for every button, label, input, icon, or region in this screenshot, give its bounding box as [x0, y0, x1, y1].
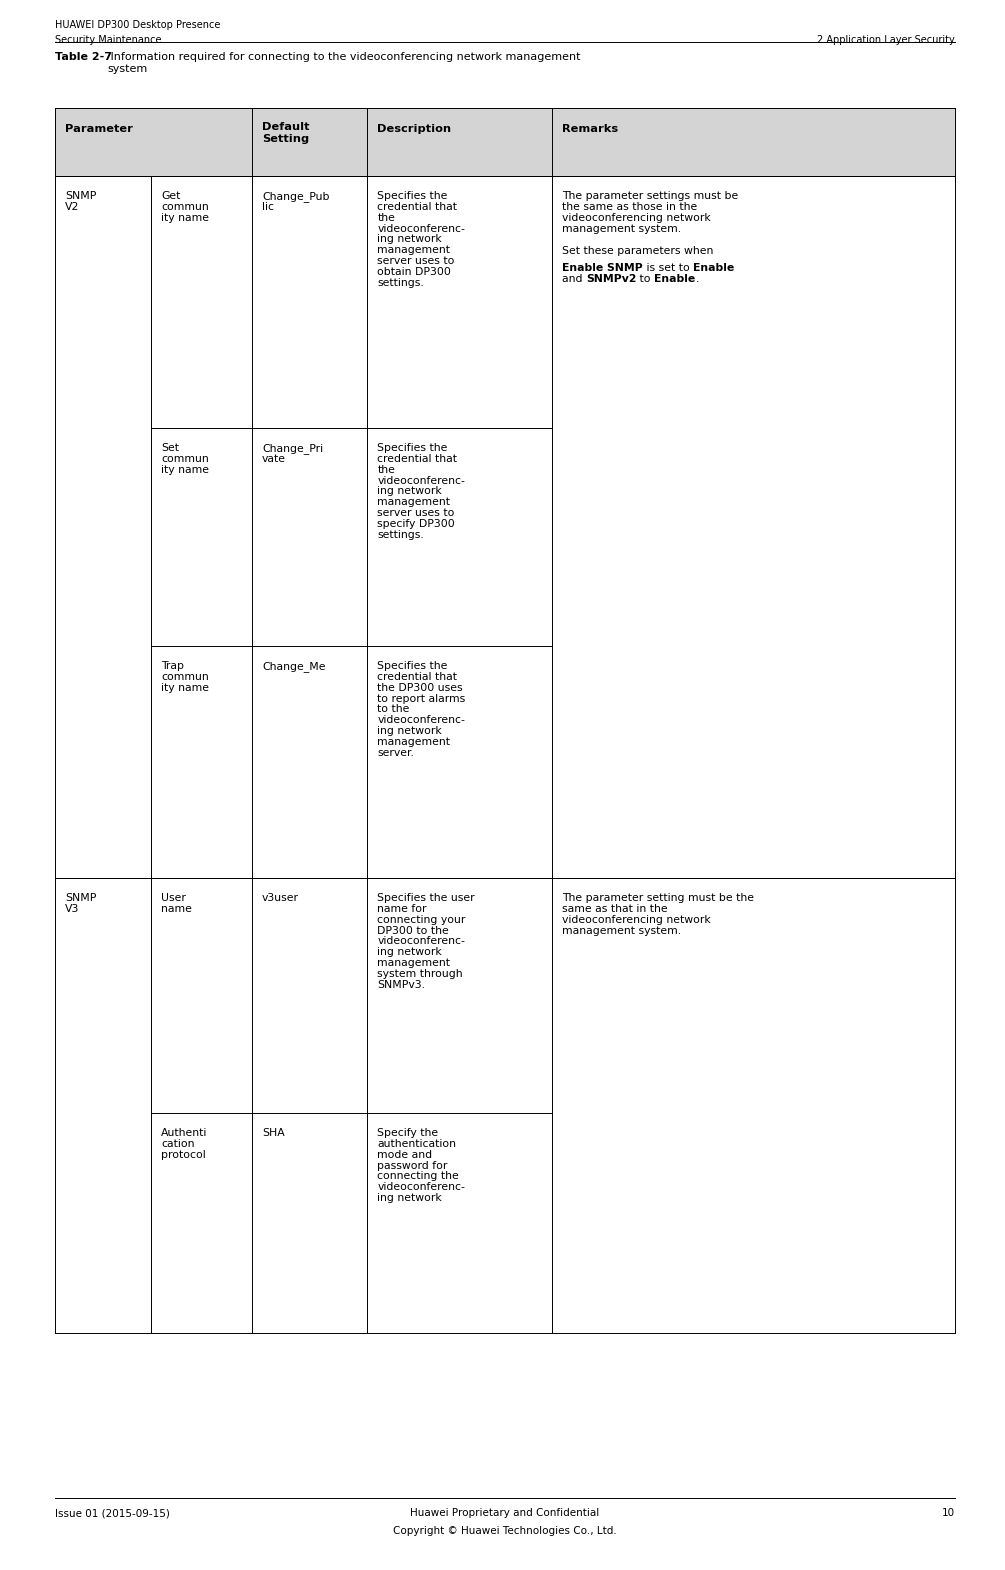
Text: connecting the: connecting the	[377, 1171, 459, 1181]
Text: protocol: protocol	[161, 1149, 206, 1160]
Text: ing network: ing network	[377, 947, 442, 958]
Text: Specify the: Specify the	[377, 1127, 438, 1138]
Text: Change_Pri: Change_Pri	[262, 443, 324, 454]
Text: V3: V3	[65, 904, 79, 914]
Text: Remarks: Remarks	[562, 124, 618, 133]
Text: ing network: ing network	[377, 487, 442, 496]
Text: Specifies the: Specifies the	[377, 192, 447, 201]
Text: Change_Pub: Change_Pub	[262, 192, 330, 203]
Text: to report alarms: to report alarms	[377, 694, 465, 703]
Text: commun: commun	[161, 454, 209, 463]
Text: ity name: ity name	[161, 683, 209, 692]
Text: the: the	[377, 212, 395, 223]
Text: SNMP: SNMP	[65, 893, 96, 903]
Text: User: User	[161, 893, 186, 903]
Text: videoconferenc-: videoconferenc-	[377, 223, 465, 234]
Text: name: name	[161, 904, 192, 914]
Text: the DP300 uses: the DP300 uses	[377, 683, 463, 692]
Text: Parameter: Parameter	[65, 124, 133, 133]
Text: ing network: ing network	[377, 234, 442, 245]
Text: commun: commun	[161, 203, 209, 212]
Text: Table 2-7: Table 2-7	[55, 52, 112, 61]
Text: password for: password for	[377, 1160, 447, 1171]
Text: Trap: Trap	[161, 661, 184, 670]
Text: The parameter settings must be: The parameter settings must be	[562, 192, 738, 201]
Text: Set: Set	[161, 443, 179, 454]
Text: connecting your: connecting your	[377, 915, 465, 925]
Text: V2: V2	[65, 203, 79, 212]
Text: Copyright © Huawei Technologies Co., Ltd.: Copyright © Huawei Technologies Co., Ltd…	[393, 1526, 617, 1535]
Text: Default
Setting: Default Setting	[262, 122, 310, 143]
Text: commun: commun	[161, 672, 209, 681]
Text: ity name: ity name	[161, 465, 209, 474]
Text: Specifies the: Specifies the	[377, 443, 447, 454]
Text: SNMPv3.: SNMPv3.	[377, 980, 425, 989]
Text: same as that in the: same as that in the	[562, 904, 667, 914]
Text: management: management	[377, 245, 450, 256]
Text: Enable: Enable	[692, 264, 734, 273]
Text: videoconferencing network: videoconferencing network	[562, 915, 711, 925]
Text: settings.: settings.	[377, 529, 424, 540]
Text: credential that: credential that	[377, 672, 457, 681]
Text: credential that: credential that	[377, 203, 457, 212]
Text: lic: lic	[262, 203, 274, 212]
Text: SNMP: SNMP	[65, 192, 96, 201]
Text: The parameter setting must be the: The parameter setting must be the	[562, 893, 754, 903]
Text: videoconferenc-: videoconferenc-	[377, 1182, 465, 1192]
Bar	[55, 108, 955, 176]
Text: videoconferenc-: videoconferenc-	[377, 476, 465, 485]
Text: system through: system through	[377, 969, 463, 978]
Text: Information required for connecting to the videoconferencing network management
: Information required for connecting to t…	[107, 52, 581, 74]
Text: .: .	[695, 273, 698, 284]
Text: management: management	[377, 958, 450, 969]
Text: HUAWEI DP300 Desktop Presence: HUAWEI DP300 Desktop Presence	[55, 20, 220, 30]
Text: SHA: SHA	[262, 1127, 284, 1138]
Text: management: management	[377, 498, 450, 507]
Text: SNMPv2: SNMPv2	[586, 273, 636, 284]
Text: Enable SNMP: Enable SNMP	[562, 264, 642, 273]
Text: authentication: authentication	[377, 1138, 456, 1149]
Text: management: management	[377, 736, 450, 747]
Text: credential that: credential that	[377, 454, 457, 463]
Text: videoconferencing network: videoconferencing network	[562, 212, 711, 223]
Text: the: the	[377, 465, 395, 474]
Text: mode and: mode and	[377, 1149, 432, 1160]
Text: cation: cation	[161, 1138, 195, 1149]
Text: DP300 to the: DP300 to the	[377, 926, 449, 936]
Text: ing network: ing network	[377, 725, 442, 736]
Text: videoconferenc-: videoconferenc-	[377, 936, 465, 947]
Text: obtain DP300: obtain DP300	[377, 267, 451, 276]
Text: the same as those in the: the same as those in the	[562, 203, 697, 212]
Text: server uses to: server uses to	[377, 256, 454, 265]
Text: to the: to the	[377, 705, 410, 714]
Text: Specifies the: Specifies the	[377, 661, 447, 670]
Text: v3user: v3user	[262, 893, 299, 903]
Text: name for: name for	[377, 904, 427, 914]
Text: server.: server.	[377, 747, 414, 758]
Text: management system.: management system.	[562, 926, 681, 936]
Text: Change_Me: Change_Me	[262, 661, 326, 672]
Text: 2 Application Layer Security: 2 Application Layer Security	[817, 35, 955, 46]
Text: to: to	[636, 273, 654, 284]
Text: management system.: management system.	[562, 223, 681, 234]
Text: Specifies the user: Specifies the user	[377, 893, 475, 903]
Text: and: and	[562, 273, 586, 284]
Text: Huawei Proprietary and Confidential: Huawei Proprietary and Confidential	[410, 1509, 600, 1518]
Text: Description: Description	[377, 124, 451, 133]
Text: Authenti: Authenti	[161, 1127, 208, 1138]
Text: ing network: ing network	[377, 1193, 442, 1203]
Text: Security Maintenance: Security Maintenance	[55, 35, 162, 46]
Text: 10: 10	[942, 1509, 955, 1518]
Text: Set these parameters when: Set these parameters when	[562, 246, 714, 256]
Text: specify DP300: specify DP300	[377, 520, 455, 529]
Text: settings.: settings.	[377, 278, 424, 287]
Text: vate: vate	[262, 454, 286, 463]
Text: Get: Get	[161, 192, 181, 201]
Text: Enable: Enable	[654, 273, 695, 284]
Text: is set to: is set to	[642, 264, 692, 273]
Text: server uses to: server uses to	[377, 509, 454, 518]
Text: videoconferenc-: videoconferenc-	[377, 716, 465, 725]
Text: Issue 01 (2015-09-15): Issue 01 (2015-09-15)	[55, 1509, 170, 1518]
Text: ity name: ity name	[161, 212, 209, 223]
